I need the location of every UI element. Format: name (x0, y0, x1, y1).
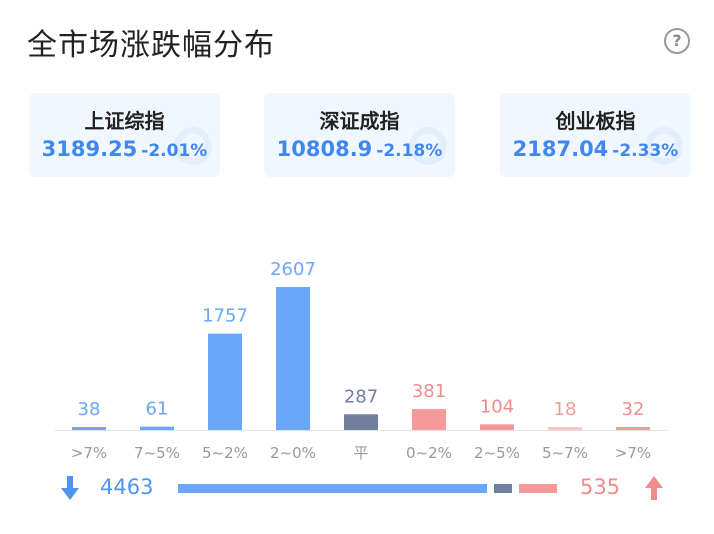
up-ratio-bar (519, 484, 557, 493)
index-name: 上证综指 (84, 109, 165, 133)
tick-label: 7~5% (134, 444, 180, 462)
bar[interactable] (140, 426, 174, 430)
tick-label: 0~2% (406, 444, 452, 462)
tick-label: 5~7% (542, 444, 588, 462)
index-change: -2.01% (141, 141, 208, 161)
bar[interactable] (276, 287, 310, 430)
index-card-shenzhen[interactable]: 深证成指 10808.9 -2.18% (264, 93, 455, 177)
tick-label: 2~0% (270, 444, 316, 462)
page-title: 全市场涨跌幅分布 (27, 28, 275, 63)
index-value: 3189.25 (41, 137, 138, 161)
index-card-shanghai[interactable]: 上证综指 3189.25 -2.01% (29, 93, 220, 177)
data-label: 1757 (202, 306, 248, 327)
arrow-down-icon (61, 476, 79, 500)
index-change: -2.33% (612, 141, 679, 161)
up-count: 535 (580, 475, 621, 499)
data-label: 2607 (270, 259, 316, 280)
index-value: 10808.9 (276, 137, 373, 161)
data-label: 18 (554, 399, 577, 420)
bar[interactable] (548, 427, 582, 430)
tick-label: >7% (615, 444, 651, 462)
flat-ratio-bar (494, 484, 512, 493)
tick-label: 5~2% (202, 444, 248, 462)
down-count: 4463 (100, 475, 154, 499)
watermark-icon (174, 127, 212, 165)
index-value: 2187.04 (512, 137, 609, 161)
tick-label: 平 (353, 444, 368, 462)
watermark-icon (645, 127, 683, 165)
bar[interactable] (208, 333, 242, 430)
distribution-chart: 38 >7% 61 7~5% 1757 5~2% 2607 2~0% 287 平 381 0~2% 10… (55, 259, 668, 462)
tick-label: 2~5% (474, 444, 520, 462)
bar[interactable] (344, 414, 378, 430)
data-label: 381 (412, 381, 446, 402)
bar[interactable] (480, 424, 514, 430)
bar[interactable] (412, 409, 446, 430)
index-name: 深证成指 (319, 109, 400, 133)
watermark-icon (409, 127, 447, 165)
index-change: -2.18% (376, 141, 443, 161)
data-label: 61 (146, 399, 169, 420)
index-name: 创业板指 (555, 109, 636, 133)
data-label: 104 (480, 396, 514, 417)
arrow-up-icon (645, 476, 663, 500)
tick-label: >7% (71, 444, 107, 462)
down-ratio-bar (178, 484, 487, 493)
index-card-chinext[interactable]: 创业板指 2187.04 -2.33% (500, 93, 691, 177)
bar[interactable] (72, 427, 106, 430)
data-label: 32 (622, 399, 645, 420)
data-label: 287 (344, 386, 378, 407)
question-circle-icon[interactable]: ? (664, 28, 690, 54)
bar[interactable] (616, 427, 650, 430)
data-label: 38 (78, 399, 101, 420)
